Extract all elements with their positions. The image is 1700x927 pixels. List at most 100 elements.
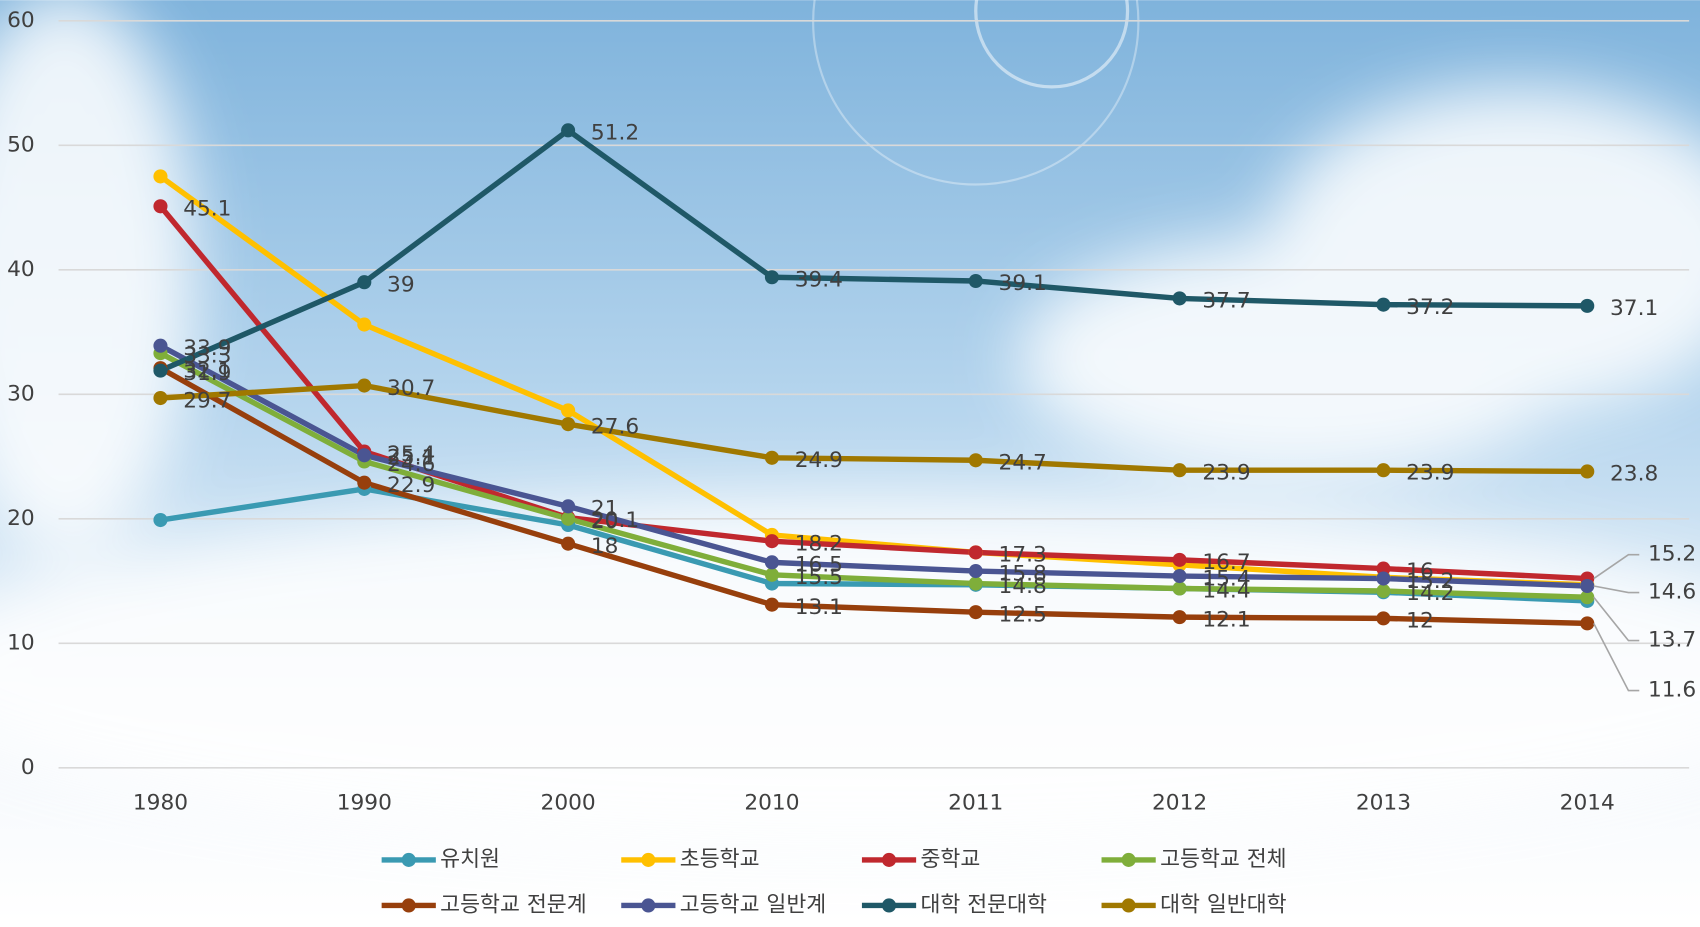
data-point [765,555,779,569]
data-label: 12.5 [999,602,1047,627]
data-point [357,476,371,490]
legend-label: 고등학교 전체 [1160,847,1287,872]
legend-marker [882,898,896,912]
x-tick-label: 2010 [744,791,799,816]
data-label: 31.9 [183,361,231,386]
y-tick-label: 20 [7,506,35,531]
x-tick-label: 2000 [541,791,596,816]
data-label: 22.9 [387,473,435,498]
data-point [969,564,983,578]
legend-marker [641,898,655,912]
legend-label: 대학 전문대학 [920,892,1047,917]
x-tick-label: 2012 [1152,791,1207,816]
y-tick-label: 60 [7,8,35,33]
legend-label: 대학 일반대학 [1160,892,1287,917]
data-label: 39 [387,272,415,297]
data-point [357,275,371,289]
data-label: 33.9 [183,336,231,361]
data-point [1376,571,1390,585]
data-point [1376,298,1390,312]
x-tick-label: 1980 [133,791,188,816]
legend-label: 고등학교 전문계 [440,892,586,917]
data-label: 27.6 [591,414,639,439]
data-label: 13.1 [795,595,843,620]
data-point [561,499,575,513]
data-label: 24.9 [795,448,843,473]
y-tick-label: 40 [7,257,35,282]
data-label: 37.7 [1202,289,1250,314]
data-label: 39.1 [999,271,1047,296]
data-point [1580,579,1594,593]
data-point [561,417,575,431]
data-point [1173,569,1187,583]
data-point [969,274,983,288]
legend-marker [641,853,655,867]
data-point [1173,610,1187,624]
x-tick-label: 1990 [337,791,392,816]
data-label: 25.1 [387,446,435,471]
data-point [153,339,167,353]
data-point [1580,616,1594,630]
data-point [1173,581,1187,595]
data-point [765,568,779,582]
data-label: 23.8 [1610,462,1658,487]
legend-marker [1122,853,1136,867]
data-label: 15.8 [999,561,1047,586]
page: 0102030405060198019902000201020112012201… [0,0,1700,923]
data-label: 13.7 [1648,628,1696,653]
legend-label: 유치원 [440,847,500,872]
x-tick-label: 2014 [1560,791,1615,816]
data-label: 14.6 [1648,580,1696,605]
data-point [765,534,779,548]
data-label: 18 [591,534,619,559]
data-point [969,453,983,467]
data-point [153,391,167,405]
data-point [765,451,779,465]
y-tick-label: 10 [7,630,35,655]
data-point [1580,299,1594,313]
chart: 0102030405060198019902000201020112012201… [0,0,1700,923]
data-point [561,403,575,417]
data-point [1376,584,1390,598]
data-point [969,576,983,590]
legend-marker [882,853,896,867]
data-point [1173,553,1187,567]
data-point [969,545,983,559]
data-point [765,270,779,284]
data-label: 12 [1406,609,1434,634]
data-label: 24.7 [999,451,1047,476]
y-tick-label: 50 [7,132,35,157]
data-label: 16.5 [795,553,843,578]
data-label: 30.7 [387,376,435,401]
data-label: 29.7 [183,388,231,413]
data-label: 21 [591,497,619,522]
legend-label: 고등학교 일반계 [680,892,826,917]
data-point [561,512,575,526]
data-label: 12.1 [1202,607,1250,632]
y-tick-label: 0 [21,755,35,780]
legend-marker [402,853,416,867]
data-point [1173,463,1187,477]
legend-label: 중학교 [920,847,980,872]
data-point [153,364,167,378]
data-label: 45.1 [183,197,231,222]
data-point [357,379,371,393]
data-label: 39.4 [795,268,843,293]
data-label: 51.2 [591,121,639,146]
data-label: 15.4 [1202,566,1250,591]
data-point [1173,291,1187,305]
legend-marker [402,898,416,912]
x-tick-label: 2011 [948,791,1003,816]
data-label: 23.9 [1202,460,1250,485]
data-point [357,448,371,462]
data-label: 15.2 [1648,542,1696,567]
data-label: 15.2 [1406,569,1454,594]
data-label: 11.6 [1648,678,1696,703]
data-point [1580,464,1594,478]
data-point [153,513,167,527]
x-tick-label: 2013 [1356,791,1411,816]
legend-label: 초등학교 [680,847,760,872]
data-label: 37.2 [1406,295,1454,320]
data-point [1376,611,1390,625]
data-point [153,169,167,183]
